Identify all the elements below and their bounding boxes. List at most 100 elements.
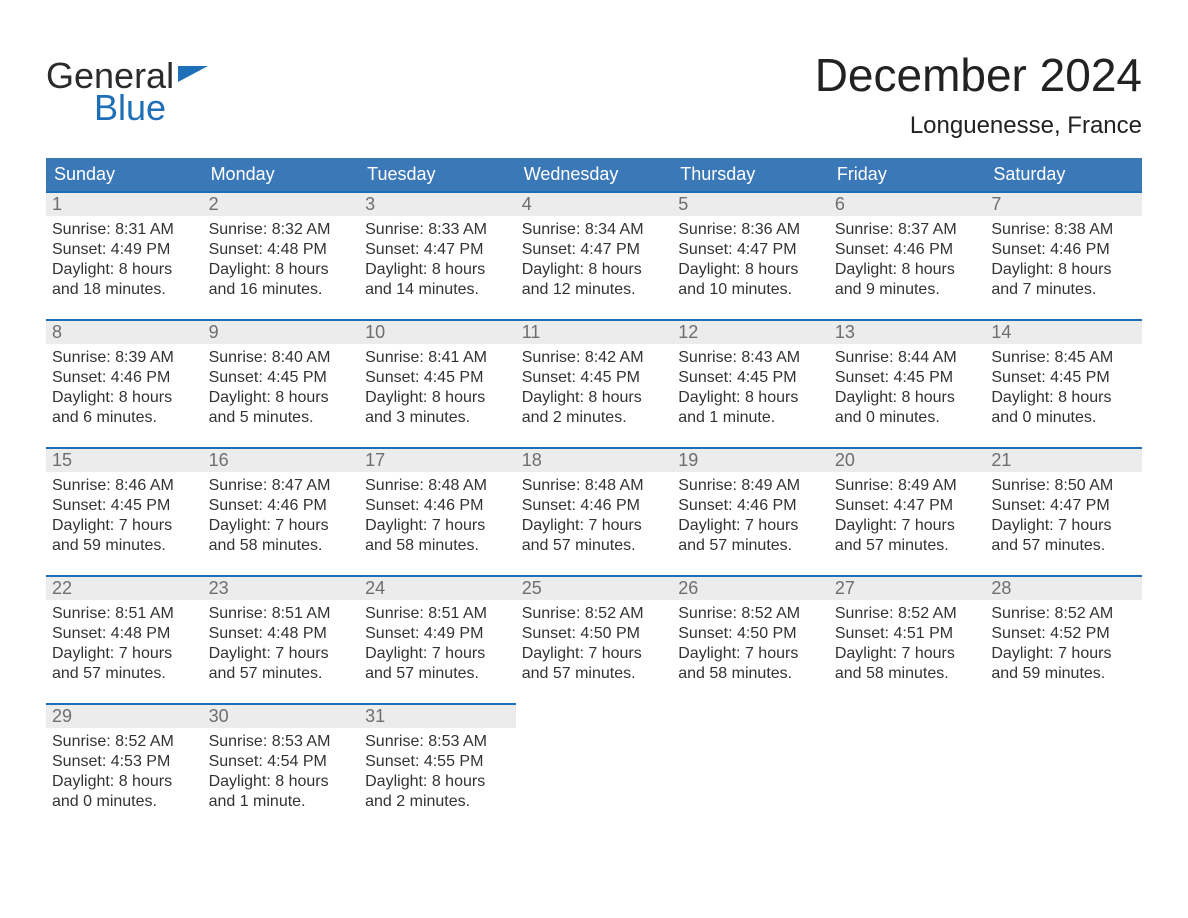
sunrise-text: Sunrise: 8:52 AM — [678, 604, 823, 624]
page: General Blue December 2024 Longuenesse, … — [0, 0, 1188, 918]
daylight-text: Daylight: 8 hours and 0 minutes. — [835, 388, 980, 428]
brand-word2: Blue — [46, 92, 208, 124]
day-details: Sunrise: 8:52 AMSunset: 4:53 PMDaylight:… — [46, 728, 203, 812]
sunset-text: Sunset: 4:49 PM — [365, 624, 510, 644]
sunrise-text: Sunrise: 8:53 AM — [365, 732, 510, 752]
sunrise-text: Sunrise: 8:51 AM — [365, 604, 510, 624]
sunrise-text: Sunrise: 8:34 AM — [522, 220, 667, 240]
day-details: Sunrise: 8:34 AMSunset: 4:47 PMDaylight:… — [516, 216, 673, 300]
day-number: 28 — [985, 577, 1142, 600]
daylight-text: Daylight: 7 hours and 57 minutes. — [835, 516, 980, 556]
day-details: Sunrise: 8:53 AMSunset: 4:55 PMDaylight:… — [359, 728, 516, 812]
day-number: 3 — [359, 193, 516, 216]
calendar-week: 15Sunrise: 8:46 AMSunset: 4:45 PMDayligh… — [46, 447, 1142, 575]
day-details: Sunrise: 8:31 AMSunset: 4:49 PMDaylight:… — [46, 216, 203, 300]
sunset-text: Sunset: 4:46 PM — [365, 496, 510, 516]
calendar-cell: 19Sunrise: 8:49 AMSunset: 4:46 PMDayligh… — [672, 447, 829, 575]
sunset-text: Sunset: 4:47 PM — [678, 240, 823, 260]
calendar-cell: 2Sunrise: 8:32 AMSunset: 4:48 PMDaylight… — [203, 191, 360, 319]
calendar-week: 1Sunrise: 8:31 AMSunset: 4:49 PMDaylight… — [46, 191, 1142, 319]
day-number: 17 — [359, 449, 516, 472]
daylight-text: Daylight: 8 hours and 2 minutes. — [522, 388, 667, 428]
sunset-text: Sunset: 4:45 PM — [522, 368, 667, 388]
sunset-text: Sunset: 4:53 PM — [52, 752, 197, 772]
day-details: Sunrise: 8:46 AMSunset: 4:45 PMDaylight:… — [46, 472, 203, 556]
sunset-text: Sunset: 4:45 PM — [678, 368, 823, 388]
daylight-text: Daylight: 8 hours and 1 minute. — [678, 388, 823, 428]
calendar-table: Sunday Monday Tuesday Wednesday Thursday… — [46, 158, 1142, 831]
sunrise-text: Sunrise: 8:48 AM — [522, 476, 667, 496]
daylight-text: Daylight: 8 hours and 9 minutes. — [835, 260, 980, 300]
day-number: 6 — [829, 193, 986, 216]
sunrise-text: Sunrise: 8:52 AM — [52, 732, 197, 752]
day-details: Sunrise: 8:52 AMSunset: 4:50 PMDaylight:… — [672, 600, 829, 684]
flag-icon — [178, 60, 208, 92]
brand-text: General Blue — [46, 60, 208, 125]
calendar-cell: 28Sunrise: 8:52 AMSunset: 4:52 PMDayligh… — [985, 575, 1142, 703]
calendar-cell: 10Sunrise: 8:41 AMSunset: 4:45 PMDayligh… — [359, 319, 516, 447]
calendar-cell: 29Sunrise: 8:52 AMSunset: 4:53 PMDayligh… — [46, 703, 203, 831]
day-details: Sunrise: 8:42 AMSunset: 4:45 PMDaylight:… — [516, 344, 673, 428]
day-details: Sunrise: 8:52 AMSunset: 4:52 PMDaylight:… — [985, 600, 1142, 684]
daylight-text: Daylight: 8 hours and 2 minutes. — [365, 772, 510, 812]
daylight-text: Daylight: 8 hours and 5 minutes. — [209, 388, 354, 428]
calendar-cell: 22Sunrise: 8:51 AMSunset: 4:48 PMDayligh… — [46, 575, 203, 703]
day-number: 10 — [359, 321, 516, 344]
calendar-cell: 26Sunrise: 8:52 AMSunset: 4:50 PMDayligh… — [672, 575, 829, 703]
day-number: 11 — [516, 321, 673, 344]
sunrise-text: Sunrise: 8:41 AM — [365, 348, 510, 368]
calendar-cell: 14Sunrise: 8:45 AMSunset: 4:45 PMDayligh… — [985, 319, 1142, 447]
day-number: 20 — [829, 449, 986, 472]
day-details: Sunrise: 8:50 AMSunset: 4:47 PMDaylight:… — [985, 472, 1142, 556]
day-details: Sunrise: 8:32 AMSunset: 4:48 PMDaylight:… — [203, 216, 360, 300]
day-details: Sunrise: 8:40 AMSunset: 4:45 PMDaylight:… — [203, 344, 360, 428]
sunset-text: Sunset: 4:55 PM — [365, 752, 510, 772]
sunrise-text: Sunrise: 8:49 AM — [835, 476, 980, 496]
day-number: 22 — [46, 577, 203, 600]
daylight-text: Daylight: 8 hours and 16 minutes. — [209, 260, 354, 300]
page-title: December 2024 — [815, 48, 1142, 102]
sunset-text: Sunset: 4:47 PM — [991, 496, 1136, 516]
weekday-header: Thursday — [672, 158, 829, 191]
day-number: 7 — [985, 193, 1142, 216]
day-number: 16 — [203, 449, 360, 472]
sunrise-text: Sunrise: 8:40 AM — [209, 348, 354, 368]
day-number: 29 — [46, 705, 203, 728]
daylight-text: Daylight: 8 hours and 1 minute. — [209, 772, 354, 812]
day-details: Sunrise: 8:43 AMSunset: 4:45 PMDaylight:… — [672, 344, 829, 428]
day-number: 24 — [359, 577, 516, 600]
sunrise-text: Sunrise: 8:46 AM — [52, 476, 197, 496]
day-details: Sunrise: 8:49 AMSunset: 4:47 PMDaylight:… — [829, 472, 986, 556]
daylight-text: Daylight: 7 hours and 58 minutes. — [365, 516, 510, 556]
sunrise-text: Sunrise: 8:38 AM — [991, 220, 1136, 240]
day-number: 9 — [203, 321, 360, 344]
calendar-cell: 21Sunrise: 8:50 AMSunset: 4:47 PMDayligh… — [985, 447, 1142, 575]
sunset-text: Sunset: 4:45 PM — [365, 368, 510, 388]
sunrise-text: Sunrise: 8:51 AM — [209, 604, 354, 624]
sunrise-text: Sunrise: 8:47 AM — [209, 476, 354, 496]
sunrise-text: Sunrise: 8:48 AM — [365, 476, 510, 496]
day-number: 26 — [672, 577, 829, 600]
sunrise-text: Sunrise: 8:50 AM — [991, 476, 1136, 496]
daylight-text: Daylight: 7 hours and 57 minutes. — [52, 644, 197, 684]
day-details: Sunrise: 8:45 AMSunset: 4:45 PMDaylight:… — [985, 344, 1142, 428]
sunset-text: Sunset: 4:46 PM — [52, 368, 197, 388]
day-details: Sunrise: 8:51 AMSunset: 4:48 PMDaylight:… — [203, 600, 360, 684]
daylight-text: Daylight: 8 hours and 0 minutes. — [52, 772, 197, 812]
daylight-text: Daylight: 8 hours and 0 minutes. — [991, 388, 1136, 428]
day-number: 27 — [829, 577, 986, 600]
sunset-text: Sunset: 4:48 PM — [209, 240, 354, 260]
sunset-text: Sunset: 4:47 PM — [522, 240, 667, 260]
sunrise-text: Sunrise: 8:42 AM — [522, 348, 667, 368]
calendar-cell: 30Sunrise: 8:53 AMSunset: 4:54 PMDayligh… — [203, 703, 360, 831]
day-number: 15 — [46, 449, 203, 472]
day-number: 5 — [672, 193, 829, 216]
day-details: Sunrise: 8:51 AMSunset: 4:49 PMDaylight:… — [359, 600, 516, 684]
daylight-text: Daylight: 7 hours and 58 minutes. — [835, 644, 980, 684]
day-details: Sunrise: 8:53 AMSunset: 4:54 PMDaylight:… — [203, 728, 360, 812]
daylight-text: Daylight: 7 hours and 57 minutes. — [522, 644, 667, 684]
sunset-text: Sunset: 4:46 PM — [678, 496, 823, 516]
calendar-cell — [516, 703, 673, 831]
daylight-text: Daylight: 7 hours and 59 minutes. — [991, 644, 1136, 684]
sunset-text: Sunset: 4:47 PM — [835, 496, 980, 516]
